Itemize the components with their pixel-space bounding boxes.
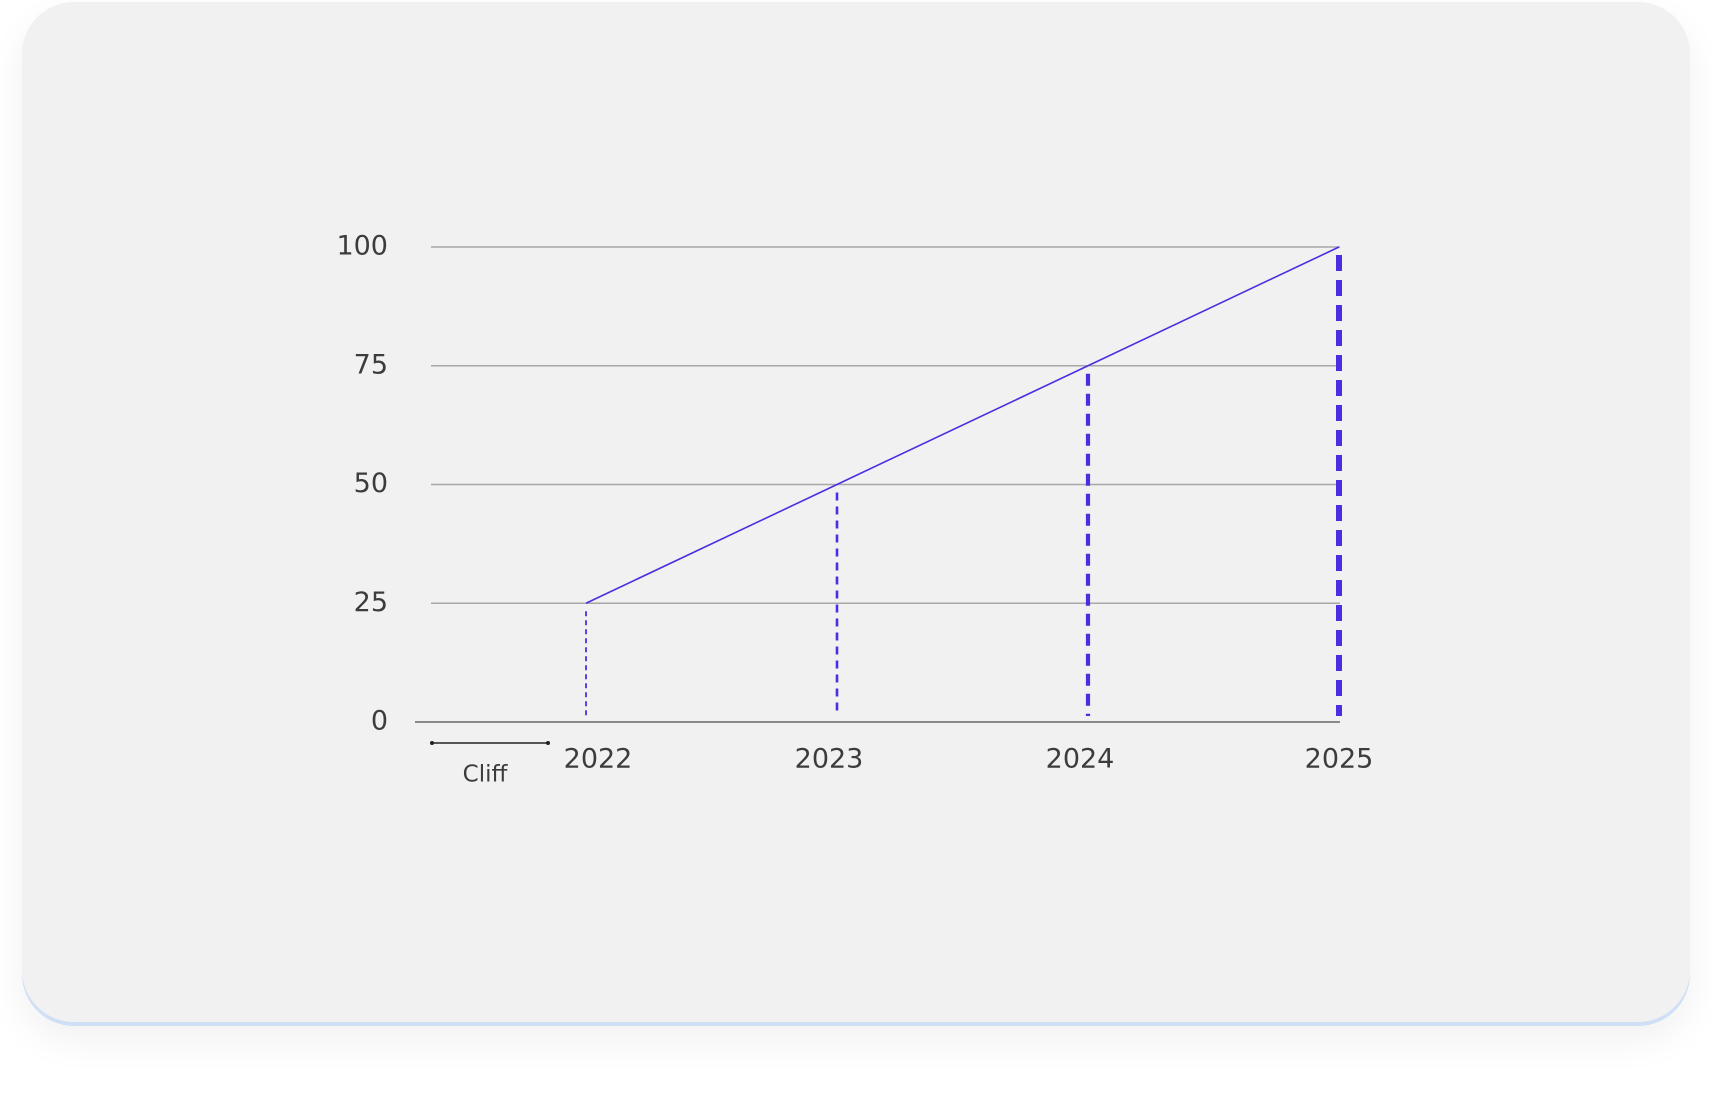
cliff-bracket-end bbox=[546, 741, 550, 745]
card bbox=[22, 2, 1690, 1022]
y-tick-label: 75 bbox=[354, 349, 388, 380]
y-tick-label: 25 bbox=[354, 587, 388, 618]
cliff-label: Cliff bbox=[463, 762, 509, 788]
x-tick-label: 2023 bbox=[795, 744, 864, 775]
y-tick-label: 0 bbox=[371, 706, 388, 737]
y-tick-label: 100 bbox=[336, 231, 388, 262]
x-tick-label: 2022 bbox=[564, 744, 633, 775]
y-tick-label: 50 bbox=[354, 468, 388, 499]
vesting-line bbox=[585, 246, 1340, 604]
x-tick-label: 2024 bbox=[1046, 744, 1115, 775]
cliff-bracket-end bbox=[430, 741, 434, 745]
x-tick-label: 2025 bbox=[1305, 744, 1374, 775]
